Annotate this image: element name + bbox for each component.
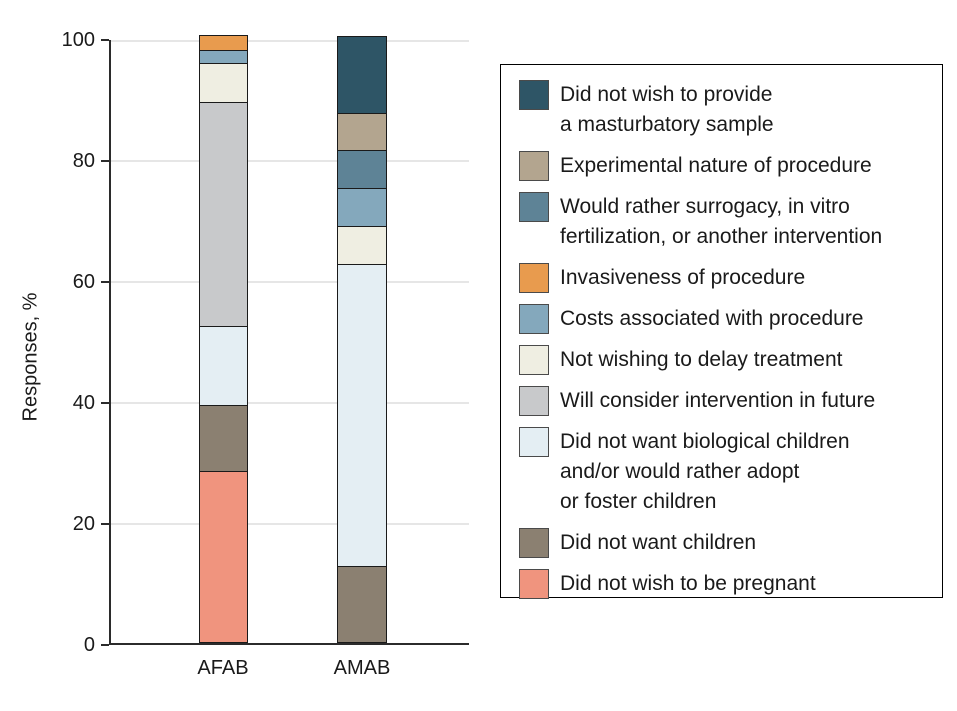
legend-label: Did not want children [560,531,757,554]
bar-segment [338,37,386,113]
legend-item: Invasiveness of procedure [519,263,934,293]
legend-label: Invasiveness of procedure [560,266,806,289]
y-tick-label: 100 [61,29,95,51]
y-axis-title: Responses, % [19,292,42,422]
bar-segment [199,49,247,64]
bar-segment [338,226,386,264]
legend-label: Will consider intervention in future [560,389,876,412]
legend-label: Experimental nature of procedure [560,154,872,177]
bar-segment [199,36,247,50]
legend-swatch [519,345,549,375]
y-tick-label: 40 [72,392,95,414]
legend-label: Did not wish to provide a masturbatory sa… [560,83,774,136]
legend-swatch [519,263,549,293]
bar-segment [199,326,247,405]
legend-swatch [519,386,549,416]
y-tick-label: 80 [72,150,95,172]
y-tick-label: 0 [83,634,95,656]
legend-item: Would rather surrogacy, in vitro fertiliz… [519,192,934,252]
x-category-label: AFAB [197,657,249,679]
stacked-bar-afab [198,35,248,643]
legend-item: Did not want children [519,528,934,558]
legend-item: Will consider intervention in future [519,386,934,416]
legend-item: Experimental nature of procedure [519,151,934,181]
stacked-bar-amab [337,36,387,643]
y-tick-mark [101,281,109,283]
legend-label: Did not want biological children and/or w… [560,430,850,513]
legend-swatch [519,427,549,457]
bar-segment [199,404,247,471]
y-tick-mark [101,160,109,162]
legend-swatch [519,80,549,110]
legend-item: Costs associated with procedure [519,304,934,334]
legend-item: Did not wish to be pregnant [519,569,934,599]
bar-segment [338,263,386,567]
x-category-label: AMAB [333,657,391,679]
y-tick-mark [101,402,109,404]
legend-swatch [519,192,549,222]
legend-label: Would rather surrogacy, in vitro fertiliz… [560,195,883,248]
gridline [111,523,469,525]
legend-label: Did not wish to be pregnant [560,572,816,595]
legend-label: Not wishing to delay treatment [560,348,843,371]
y-tick-mark [101,39,109,41]
gridline [111,402,469,404]
bar-segment [199,470,247,642]
bar-segment [199,102,247,327]
bar-segment [338,188,386,227]
bar-segment [199,63,247,103]
y-tick-mark [101,523,109,525]
legend-swatch [519,528,549,558]
gridline [111,281,469,283]
gridline [111,40,469,42]
y-tick-label: 20 [72,513,95,535]
legend-swatch [519,569,549,599]
legend-item: Did not wish to provide a masturbatory sa… [519,80,934,140]
legend-item: Not wishing to delay treatment [519,345,934,375]
y-tick-label: 60 [72,271,95,293]
legend: Did not wish to provide a masturbatory sa… [500,64,943,599]
plot-area: 0 20 40 60 80 100 AFAB AMAB [62,29,469,679]
legend-label: Costs associated with procedure [560,307,864,330]
legend-swatch [519,151,549,181]
y-tick-mark [101,644,109,646]
gridline [111,160,469,162]
legend-item: Did not want biological children and/or w… [519,427,934,517]
bar-segment [338,150,386,189]
legend-swatch [519,304,549,334]
bar-segment [338,566,386,642]
bar-segment [338,112,386,151]
